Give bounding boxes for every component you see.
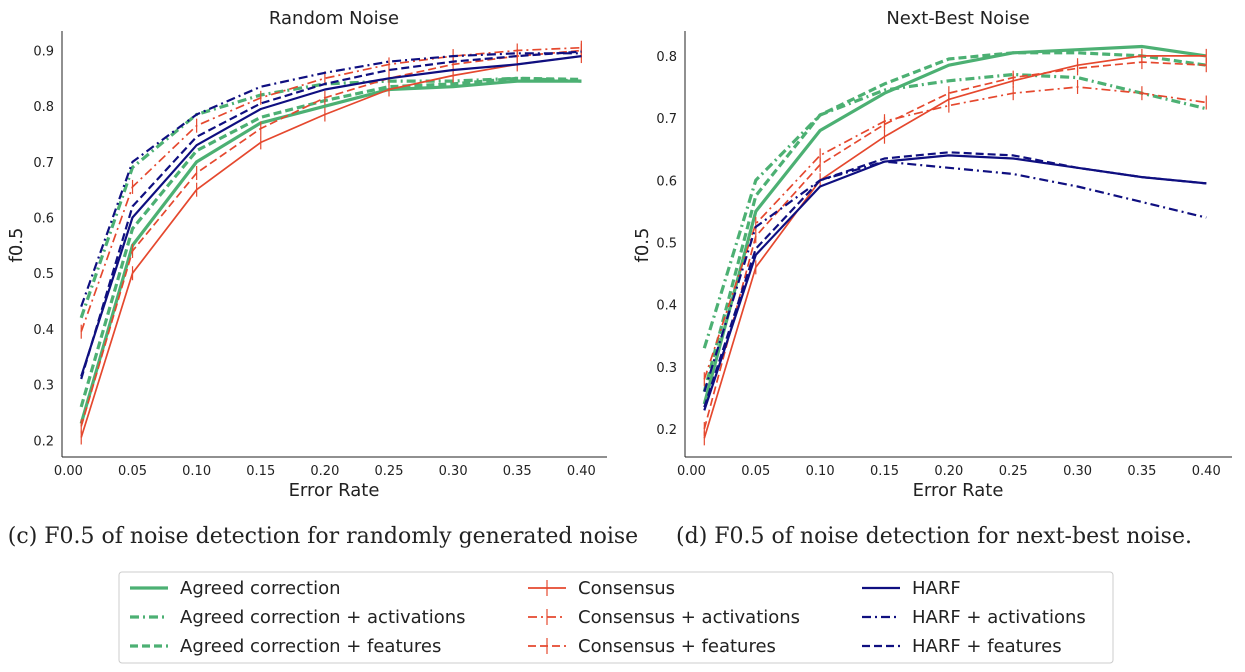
x-tick-label: 0.25 [375,464,404,479]
x-tick-label: 0.30 [439,464,468,479]
y-tick-label: 0.7 [656,112,677,127]
legend-label: Consensus + activations [578,607,800,628]
legend-label: Agreed correction + features [180,636,441,657]
x-tick-label: 0.40 [1192,464,1221,479]
x-tick-label: 0.05 [118,464,147,479]
x-tick-label: 0.05 [741,464,770,479]
legend: Agreed correction Agreed correction + act… [118,571,1114,664]
x-tick-label: 0.35 [503,464,532,479]
legend-item: Consensus + features [528,636,776,657]
legend-label: Consensus + features [578,636,776,657]
plot-area: 0.00 0.05 0.10 0.15 0.20 0.25 0.30 0.35 0.40 0.2 0… [656,31,1232,479]
legend-item: Agreed correction + activations [130,607,466,628]
y-tick-label: 0.2 [33,434,54,449]
series-line-harf-dashdot [80,52,582,307]
caption: (d) F0.5 of noise detection for next-bes… [676,524,1192,549]
chart-title: Next-Best Noise [886,8,1029,29]
y-tick-label: 0.4 [33,323,54,338]
y-tick-label: 0.3 [656,361,677,376]
x-tick-label: 0.35 [1127,464,1156,479]
x-tick-label: 0.15 [246,464,275,479]
panel-next-best-noise: Next-Best Noise 0.00 0.05 0.10 0.15 0.20 0.25… [632,8,1232,549]
series-line-harf-dashed [703,151,1207,408]
y-axis-label: f0.5 [6,228,27,263]
x-tick-label: 0.30 [1063,464,1092,479]
series-line-harf-solid [703,154,1207,411]
legend-label: HARF + activations [912,607,1086,628]
series-line-agreed-dashed [702,51,1207,393]
legend-label: Consensus [578,578,675,599]
plot-area: 0.00 0.05 0.10 0.15 0.20 0.25 0.30 0.35 0.40 0.2 0… [33,31,607,479]
y-tick-label: 0.3 [33,379,54,394]
y-tick-label: 0.8 [656,50,677,65]
y-tick-label: 0.5 [33,267,54,282]
y-tick-label: 0.6 [33,212,54,227]
series-line-agreed-dashdot [79,76,582,319]
series-line-agreed-dashdot [702,72,1207,349]
legend-label: HARF + features [912,636,1062,657]
y-tick-label: 0.5 [656,236,677,251]
series-line-consensus-solid [80,55,582,438]
legend-item: Consensus + activations [528,607,800,628]
series-line-consensus-dashdot [80,46,582,332]
x-tick-label: 0.10 [182,464,211,479]
y-tick-label: 0.9 [33,44,54,59]
x-tick-label: 0.20 [934,464,963,479]
legend-item: HARF + activations [862,607,1086,628]
x-tick-label: 0.40 [567,464,596,479]
x-tick-label: 0.15 [870,464,899,479]
legend-item: Consensus [528,578,675,599]
x-tick-label: 0.25 [999,464,1028,479]
legend-item: HARF [862,578,961,599]
series-line-harf-dashdot [703,160,1207,393]
x-tick-label: 0.00 [677,464,706,479]
y-tick-label: 0.6 [656,174,677,189]
series-line-consensus-dashdot [703,86,1207,380]
y-tick-label: 0.7 [33,156,54,171]
legend-item: HARF + features [862,636,1062,657]
series-line-harf-solid [80,55,582,377]
x-tick-label: 0.20 [310,464,339,479]
chart-title: Random Noise [269,8,399,29]
x-tick-label: 0.00 [54,464,83,479]
x-tick-label: 0.10 [806,464,835,479]
x-axis-label: Error Rate [289,480,380,501]
x-axis-label: Error Rate [913,480,1004,501]
legend-item: Agreed correction [130,578,341,599]
series-line-harf-dashed [80,50,582,380]
series-line-consensus-solid [703,55,1207,439]
legend-box [118,571,1114,664]
series-line-agreed-solid [702,44,1207,405]
y-axis-label: f0.5 [632,228,653,263]
legend-item: Agreed correction + features [130,636,441,657]
series-line-consensus-dashed [703,61,1207,430]
y-tick-label: 0.8 [33,100,54,115]
series-line-consensus-dashed [80,49,582,427]
panel-random-noise: Random Noise 0.00 0.05 0.10 0.15 0.20 0.25 0.3… [6,8,638,549]
y-tick-label: 0.4 [656,299,677,314]
y-tick-label: 0.2 [656,423,677,438]
legend-label: HARF [912,578,961,599]
legend-label: Agreed correction + activations [180,607,466,628]
caption: (c) F0.5 of noise detection for randomly… [8,524,638,549]
legend-label: Agreed correction [180,578,341,599]
series-line-agreed-solid [79,79,582,425]
